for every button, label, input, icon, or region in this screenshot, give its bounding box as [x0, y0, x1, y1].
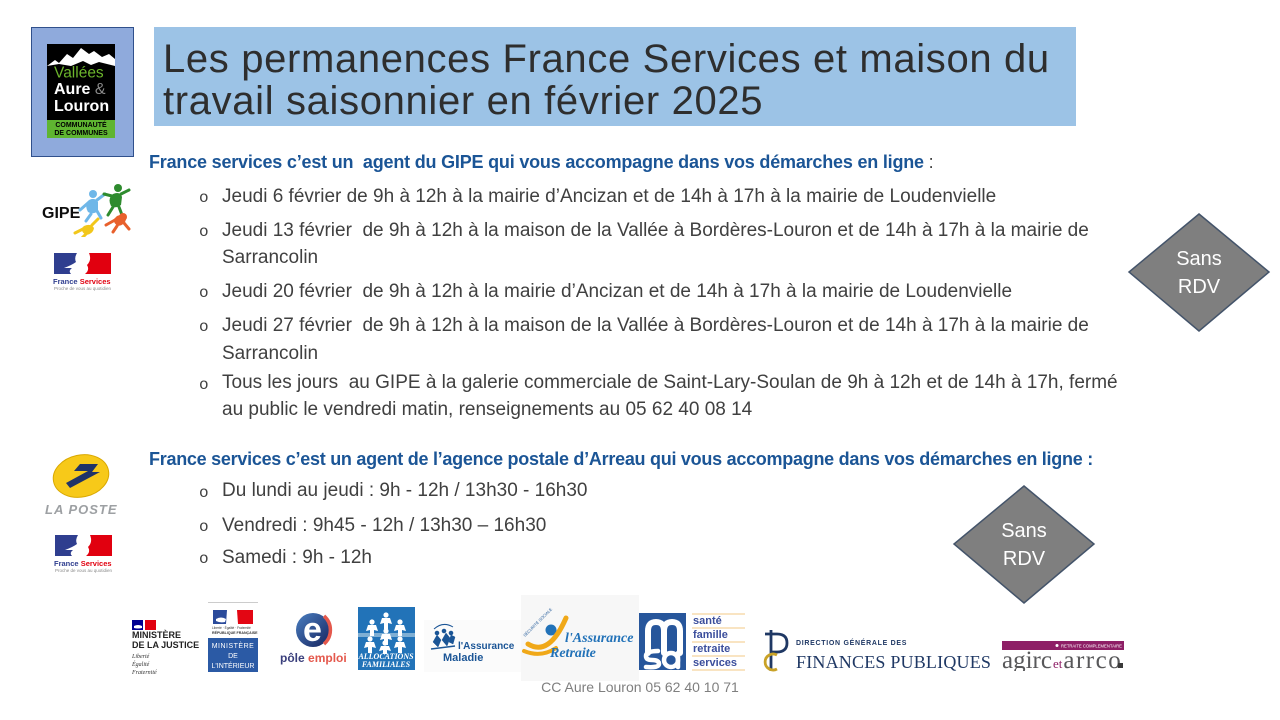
- svg-text:Proche de vous au quotidien: Proche de vous au quotidien: [55, 568, 113, 573]
- svg-text:Liberté · Égalité · Fraternité: Liberté · Égalité · Fraternité: [212, 625, 251, 630]
- svg-text:e: e: [303, 611, 322, 649]
- svg-text:services: services: [693, 657, 737, 669]
- svg-text:Sans: Sans: [1001, 520, 1047, 542]
- svg-text:Liberté: Liberté: [131, 654, 150, 660]
- svg-text:retraite: retraite: [693, 643, 730, 655]
- svg-text:RÉPUBLIQUE FRANÇAISE: RÉPUBLIQUE FRANÇAISE: [212, 630, 258, 635]
- svg-text:agircetarrco: agircetarrco: [1002, 647, 1122, 671]
- svg-text:DE: DE: [228, 653, 238, 660]
- svg-text:famille: famille: [693, 629, 728, 641]
- svg-text:Louron: Louron: [54, 98, 109, 115]
- svg-text:MINISTÈRE: MINISTÈRE: [212, 641, 255, 650]
- svg-text:DE LA JUSTICE: DE LA JUSTICE: [132, 640, 199, 650]
- svg-text:RDV: RDV: [1178, 276, 1221, 298]
- svg-text:Maladie: Maladie: [443, 652, 483, 664]
- svg-text:LA POSTE: LA POSTE: [45, 502, 118, 517]
- svg-text:ALLOCATIONS: ALLOCATIONS: [358, 652, 414, 661]
- svg-text:France Services: France Services: [53, 277, 111, 286]
- svg-text:MINISTÈRE: MINISTÈRE: [132, 630, 181, 640]
- svg-text:Retraite: Retraite: [549, 646, 596, 661]
- svg-text:l'Assurance: l'Assurance: [565, 631, 633, 646]
- svg-text:Fraternité: Fraternité: [131, 670, 157, 676]
- svg-text:Vallées: Vallées: [54, 65, 104, 82]
- svg-text:France Services: France Services: [54, 559, 112, 568]
- svg-text:GIPE: GIPE: [42, 205, 81, 222]
- svg-text:Égalité: Égalité: [131, 660, 150, 668]
- svg-text:Aure &: Aure &: [54, 81, 106, 98]
- svg-text:L'INTÉRIEUR: L'INTÉRIEUR: [212, 661, 255, 670]
- svg-text:RDV: RDV: [1003, 548, 1046, 570]
- svg-text:Proche de vous au quotidien: Proche de vous au quotidien: [54, 286, 112, 291]
- svg-text:santé: santé: [693, 615, 722, 627]
- svg-text:l'Assurance: l'Assurance: [458, 641, 515, 652]
- svg-text:pôle emploi: pôle emploi: [280, 651, 347, 665]
- svg-text:DIRECTION GÉNÉRALE DES: DIRECTION GÉNÉRALE DES: [796, 638, 907, 647]
- svg-text:Sans: Sans: [1176, 248, 1222, 270]
- svg-text:FINANCES PUBLIQUES: FINANCES PUBLIQUES: [796, 652, 991, 672]
- svg-text:FAMILIALES: FAMILIALES: [361, 660, 411, 669]
- svg-text:RETRAITE COMPLEMENTAIRE: RETRAITE COMPLEMENTAIRE: [1061, 643, 1122, 648]
